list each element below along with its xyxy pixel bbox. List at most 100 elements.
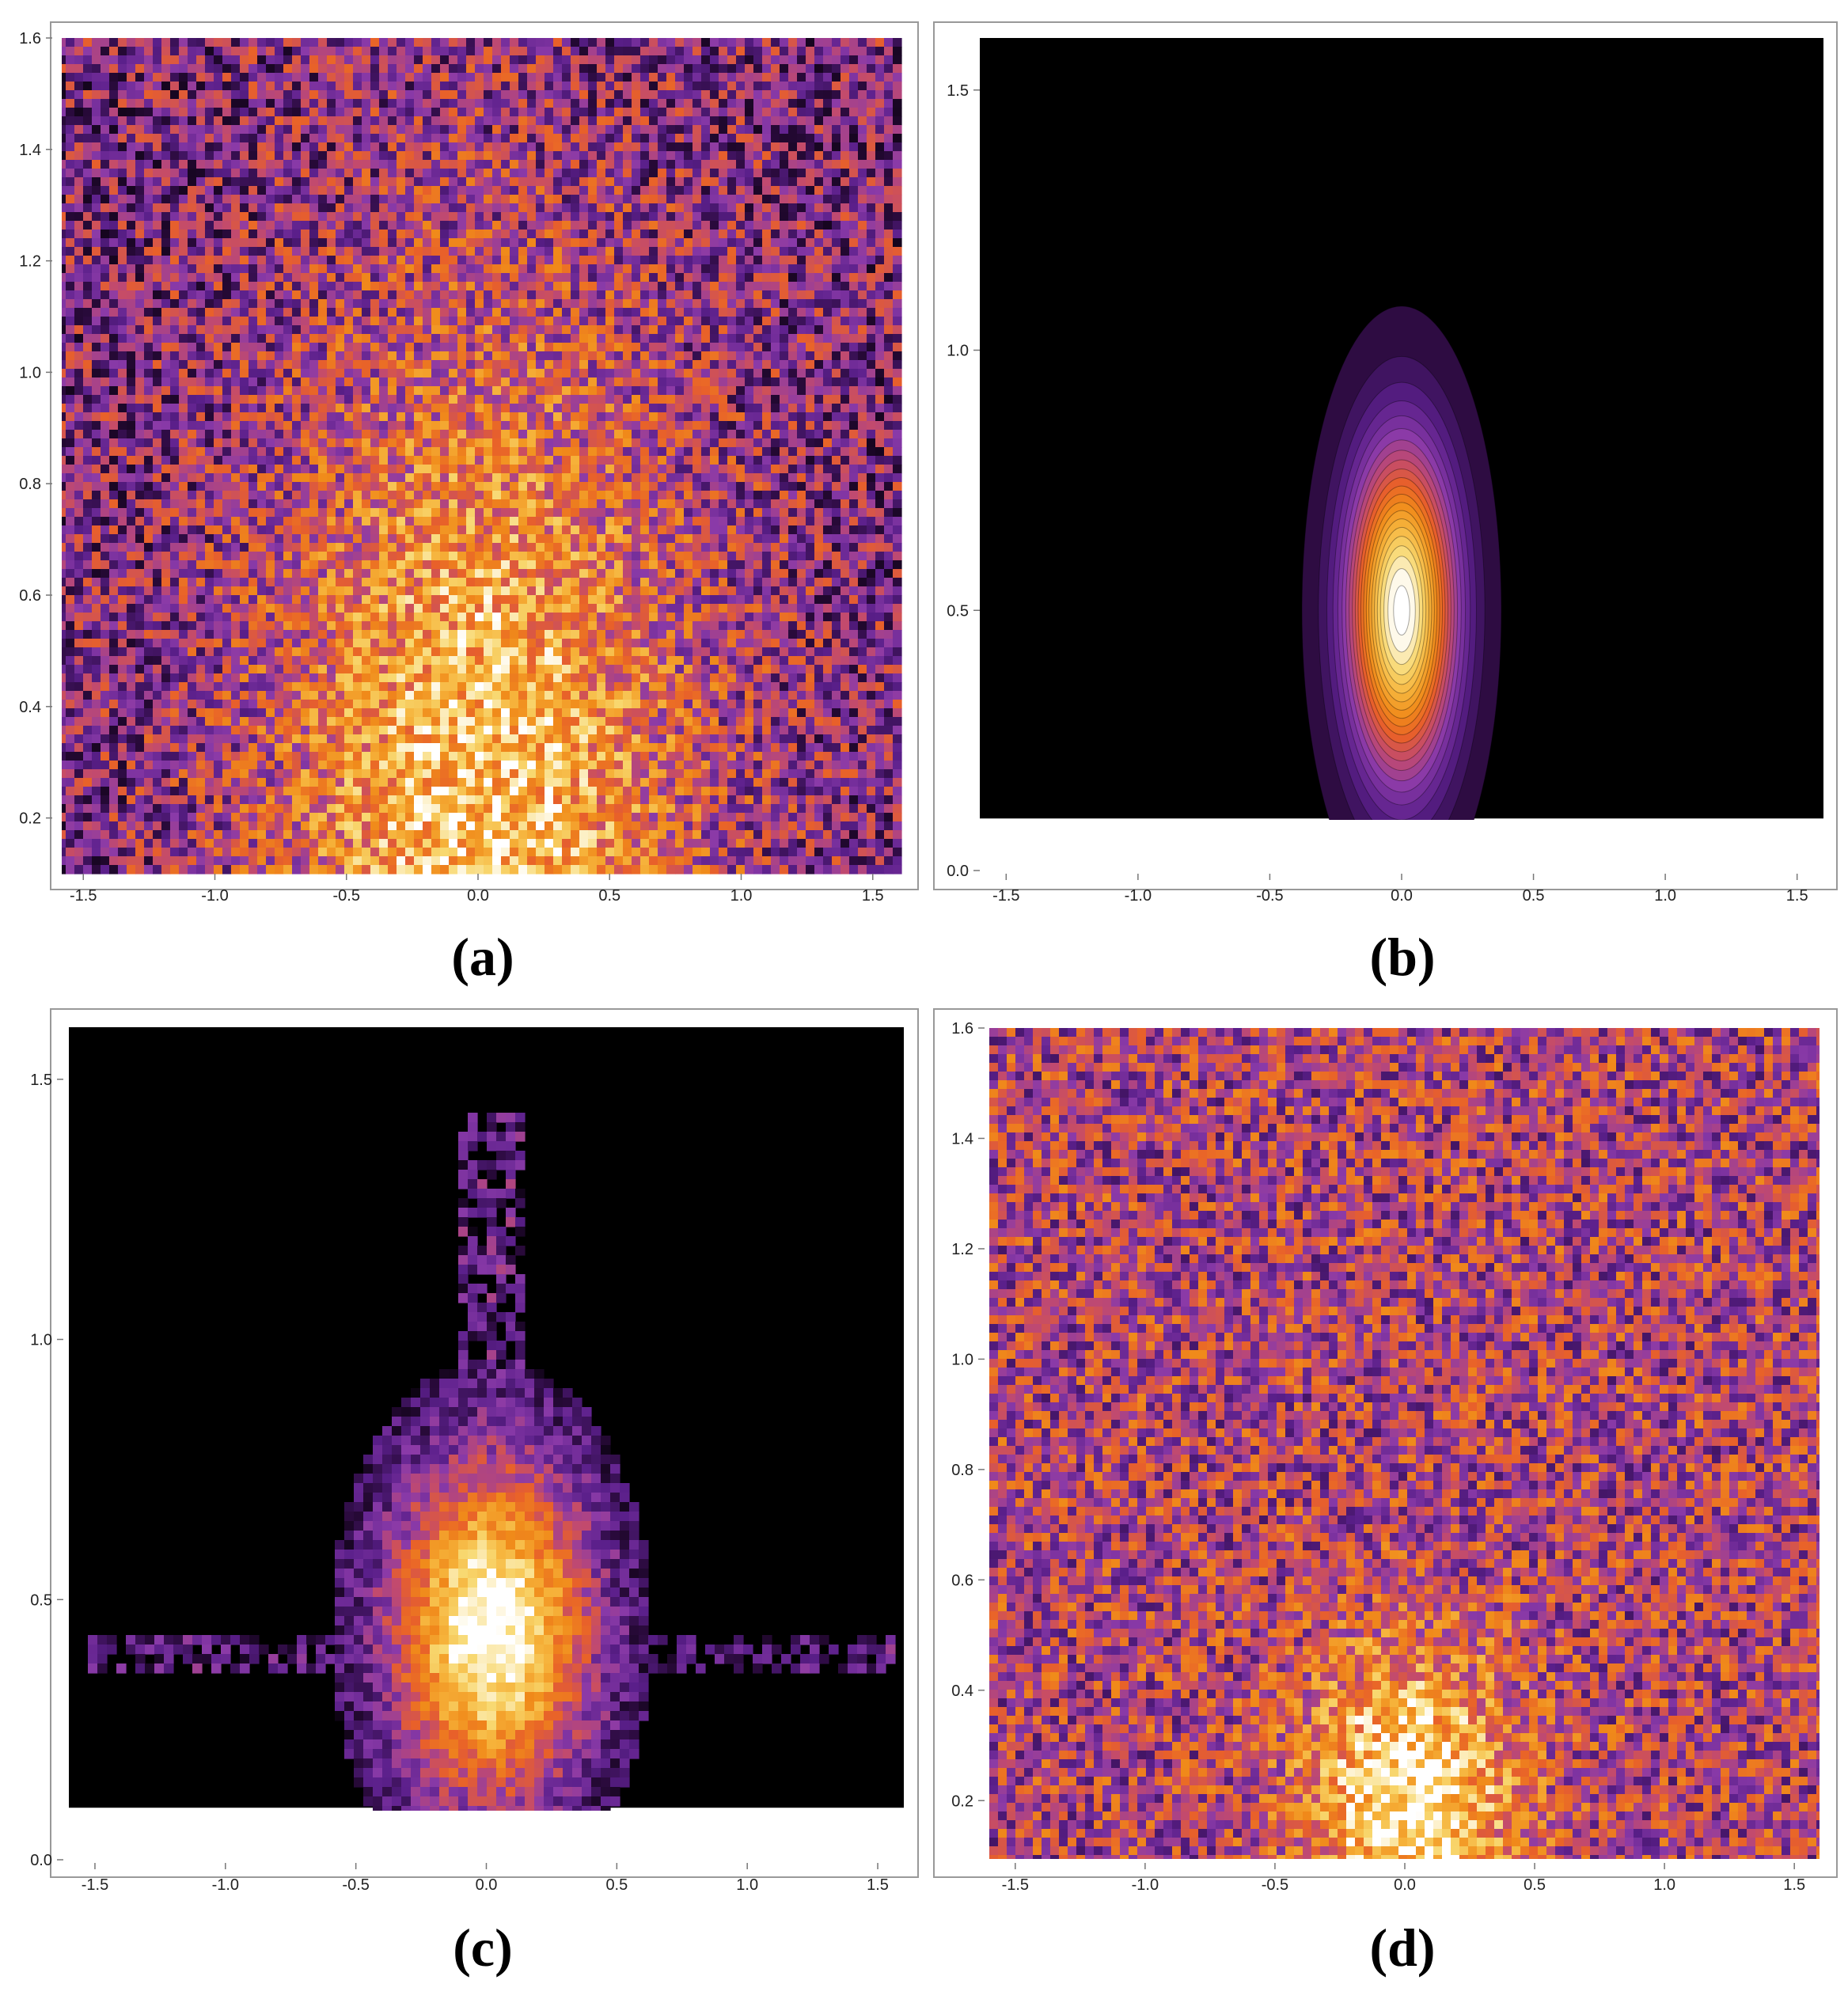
heatmap-cell [753,386,763,396]
heatmap-cell [875,430,885,439]
heatmap-cell [832,38,841,47]
heatmap-cell [605,230,615,239]
heatmap-cell [867,430,876,439]
heatmap-cell [492,160,502,169]
heatmap-cell [501,238,510,248]
heatmap-cell [283,221,293,230]
heatmap-cell [275,447,284,457]
heatmap-cell [780,90,789,100]
heatmap-cell [240,447,249,457]
heatmap-cell [666,343,676,352]
heatmap-cell [449,438,458,448]
heatmap-cell [623,377,632,387]
heatmap-cell [623,169,632,178]
heatmap-cell [762,317,772,326]
heatmap-cell [414,264,423,274]
heatmap-cell [353,360,362,370]
heatmap-cell [884,377,894,387]
heatmap-cell [231,38,241,47]
heatmap-cell [693,82,702,91]
heatmap-cell [719,116,728,126]
heatmap-cell [257,169,267,178]
heatmap-cell [397,90,406,100]
heatmap-cell [571,186,580,195]
heatmap-cell [405,82,415,91]
heatmap-cell [231,221,241,230]
heatmap-cell [484,64,493,74]
heatmap-cell [518,90,528,100]
heatmap-cell [74,230,84,239]
heatmap-cell [344,404,354,413]
heatmap-cell [753,447,763,457]
heatmap-cell [318,221,328,230]
heatmap-cell [623,456,632,465]
heatmap-cell [144,299,154,309]
heatmap-cell [179,273,188,283]
heatmap-cell [841,256,850,265]
heatmap-cell [640,186,650,195]
heatmap-cell [135,334,145,343]
heatmap-cell [188,177,197,187]
heatmap-cell [423,90,432,100]
heatmap-cell [666,360,676,370]
heatmap-cell [196,377,206,387]
heatmap-cell [745,343,754,352]
heatmap-cell [814,212,824,222]
heatmap-cell [318,186,328,195]
heatmap-cell [127,212,136,222]
heatmap-cell [161,264,171,274]
heatmap-cell [527,212,537,222]
heatmap-cell [153,447,162,457]
heatmap-cell [623,64,632,74]
heatmap-cell [693,456,702,465]
heatmap-cell [788,282,798,291]
heatmap-cell [588,160,598,169]
heatmap-cell [74,142,84,152]
heatmap-cell [292,273,302,283]
heatmap-cell [153,177,162,187]
heatmap-cell [649,334,658,343]
heatmap-cell [553,203,563,213]
heatmap-cell [797,290,806,300]
heatmap-cell [814,395,824,404]
heatmap-cell [562,447,571,457]
heatmap-cell [867,412,876,422]
heatmap-cell [814,186,824,195]
heatmap-cell [379,116,389,126]
heatmap-cell [510,317,519,326]
heatmap-cell [640,64,650,74]
heatmap-cell [353,177,362,187]
heatmap-cell [101,351,110,361]
heatmap-cell [370,412,380,422]
heatmap-cell [675,108,685,117]
heatmap-cell [579,169,589,178]
heatmap-cell [571,160,580,169]
heatmap-cell [309,351,319,361]
heatmap-cell [806,238,815,248]
heatmap-cell [66,221,75,230]
heatmap-cell [405,116,415,126]
heatmap-cell [640,377,650,387]
heatmap-cell [475,351,484,361]
heatmap-cell [614,177,624,187]
heatmap-cell [623,47,632,56]
heatmap-cell [440,369,450,378]
heatmap-cell [188,64,197,74]
heatmap-cell [153,151,162,161]
heatmap-cell [849,238,859,248]
heatmap-cell [257,221,267,230]
heatmap-cell [579,151,589,161]
heatmap-cell [153,82,162,91]
heatmap-cell [727,238,737,248]
heatmap-cell [527,421,537,431]
heatmap-cell [336,160,345,169]
heatmap-cell [344,108,354,117]
heatmap-cell [327,160,336,169]
heatmap-cell [309,456,319,465]
heatmap-cell [545,125,554,135]
heatmap-cell [605,142,615,152]
heatmap-cell [762,256,772,265]
heatmap-cell [423,82,432,91]
heatmap-cell [867,456,876,465]
heatmap-cell [727,203,737,213]
